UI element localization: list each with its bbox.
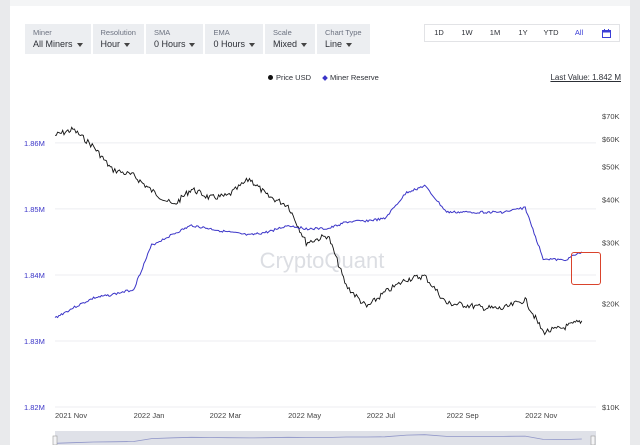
control-label: Chart Type [325, 28, 362, 37]
x-axis: 2021 Nov 2022 Jan 2022 Mar 2022 May 2022 Jul… [55, 411, 558, 420]
sma-select[interactable]: SMA 0 Hours [145, 24, 204, 54]
legend-price-label: Price USD [276, 73, 312, 82]
left-tick-label: 1.85M [24, 205, 45, 214]
ema-select[interactable]: EMA 0 Hours [205, 24, 263, 54]
chart-type-select[interactable]: Chart Type Line [317, 24, 370, 54]
control-label: Scale [273, 28, 292, 37]
scale-select[interactable]: Scale Mixed [265, 24, 316, 54]
right-axis: $70K $60K $50K $40K $30K $20K $10K [602, 112, 620, 412]
legend-reserve-label: Miner Reserve [330, 73, 379, 82]
range-1w-button[interactable]: 1W [461, 28, 473, 37]
miner-select[interactable]: Miner All Miners [25, 24, 91, 54]
resolution-select[interactable]: Resolution Hour [92, 24, 144, 54]
x-tick-label: 2022 Jul [367, 411, 396, 420]
chart-controls: Miner All Miners Resolution Hour SMA 0 H… [25, 24, 370, 54]
control-value: 0 Hours [154, 38, 196, 50]
range-ytd-button[interactable]: YTD [543, 28, 559, 37]
reserve-series-line[interactable] [54, 184, 583, 319]
control-value: Mixed [273, 38, 307, 50]
last-value-label[interactable]: Last Value: 1.842 M [550, 73, 621, 82]
left-axis: 1.86M 1.85M 1.84M 1.83M 1.82M [24, 139, 45, 412]
range-1y-button[interactable]: 1Y [518, 28, 528, 37]
x-tick-label: 2022 Nov [525, 411, 557, 420]
series-lines [54, 126, 583, 336]
left-tick-label: 1.83M [24, 337, 45, 346]
right-tick-label: $30K [602, 239, 620, 248]
price-series-dot-icon [268, 75, 273, 80]
left-tick-label: 1.84M [24, 271, 45, 280]
calendar-icon[interactable] [593, 25, 619, 41]
control-label: Miner [33, 28, 52, 37]
right-tick-label: $60K [602, 135, 620, 144]
range-selector: 1D 1W 1M 1Y YTD All [424, 24, 620, 42]
navigator[interactable] [52, 431, 596, 445]
chart-card [10, 6, 630, 445]
x-tick-label: 2022 Jan [134, 411, 165, 420]
x-tick-label: 2022 Mar [210, 411, 242, 420]
chart-legend: Price USD Miner Reserve [268, 73, 379, 82]
grid-lines [55, 142, 596, 408]
range-1d-button[interactable]: 1D [434, 28, 444, 37]
control-value: Line [325, 38, 362, 50]
highlight-box [571, 252, 601, 285]
x-tick-label: 2021 Nov [55, 411, 87, 420]
navigator-line [54, 434, 582, 444]
range-all-button[interactable]: All [574, 28, 584, 37]
control-label: SMA [153, 28, 171, 37]
left-tick-label: 1.86M [24, 139, 45, 148]
right-tick-label: $50K [602, 162, 620, 171]
price-series-line[interactable] [55, 126, 583, 336]
navigator-left-handle[interactable] [52, 435, 58, 445]
range-1m-button[interactable]: 1M [489, 28, 501, 37]
right-tick-label: $70K [602, 112, 620, 121]
control-label: Resolution [100, 28, 136, 37]
navigator-right-handle[interactable] [590, 435, 596, 445]
right-tick-label: $20K [602, 299, 620, 308]
control-value: All Miners [33, 38, 83, 50]
control-value: Hour [101, 38, 136, 50]
right-tick-label: $10K [602, 403, 620, 412]
right-tick-label: $40K [602, 196, 620, 205]
legend-item-price[interactable]: Price USD [268, 73, 311, 82]
x-tick-label: 2022 Sep [447, 411, 479, 420]
left-tick-label: 1.82M [24, 403, 45, 412]
control-label: EMA [213, 28, 230, 37]
x-tick-label: 2022 May [288, 411, 321, 420]
control-value: 0 Hours [213, 38, 255, 50]
watermark: CryptoQuant [260, 248, 385, 273]
legend-item-reserve[interactable]: Miner Reserve [322, 73, 379, 82]
